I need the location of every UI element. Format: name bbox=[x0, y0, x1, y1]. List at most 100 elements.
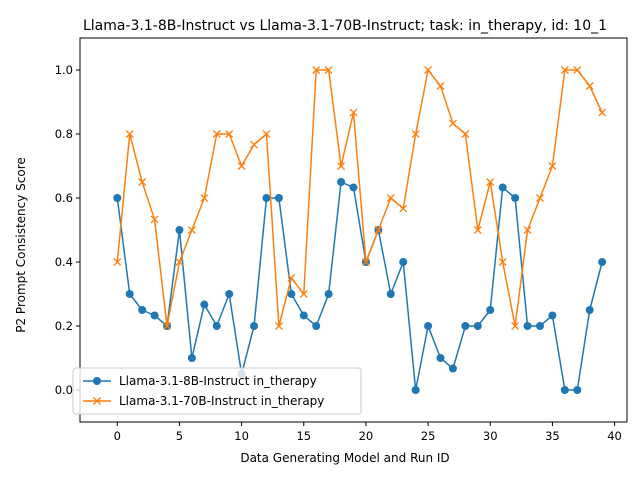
data-point bbox=[225, 130, 234, 138]
data-point bbox=[225, 290, 234, 298]
x-tick-label: 40 bbox=[607, 429, 622, 443]
data-point bbox=[262, 194, 271, 202]
data-point bbox=[448, 364, 457, 373]
data-point bbox=[187, 354, 196, 362]
data-point bbox=[424, 66, 433, 74]
x-axis-label: Data Generating Model and Run ID bbox=[240, 451, 449, 465]
data-point bbox=[250, 140, 259, 149]
data-point bbox=[560, 386, 569, 394]
data-point bbox=[548, 311, 557, 320]
legend-swatch-marker bbox=[93, 397, 101, 405]
data-point bbox=[411, 386, 420, 394]
legend-swatch-marker bbox=[93, 377, 101, 385]
data-point bbox=[523, 226, 532, 234]
data-point bbox=[573, 386, 582, 394]
data-point bbox=[299, 290, 308, 298]
data-point bbox=[312, 322, 321, 330]
data-point bbox=[374, 226, 383, 234]
y-tick-label: 0.8 bbox=[55, 127, 73, 141]
data-point bbox=[511, 194, 520, 202]
data-point bbox=[175, 258, 184, 266]
x-axis-ticks: 0 5 10 15 20 25 30 35 40 bbox=[114, 422, 622, 443]
data-point bbox=[536, 194, 544, 202]
data-point bbox=[250, 322, 259, 330]
series-layer bbox=[113, 66, 607, 394]
series-line-2 bbox=[116, 69, 603, 327]
y-axis-label: P2 Prompt Consistency Score bbox=[14, 157, 28, 333]
data-point bbox=[511, 322, 520, 330]
legend: Llama-3.1-8B-Instruct in_therapy Llama-3.… bbox=[72, 367, 362, 415]
data-point bbox=[324, 290, 333, 298]
series-line-1 bbox=[116, 181, 603, 391]
data-point bbox=[461, 130, 470, 138]
data-point bbox=[436, 82, 445, 90]
y-tick-label: 0.6 bbox=[55, 191, 73, 205]
data-point bbox=[262, 130, 271, 138]
legend-entry-label: Llama-3.1-8B-Instruct in_therapy bbox=[119, 374, 317, 388]
data-point bbox=[200, 300, 209, 309]
data-point bbox=[598, 258, 607, 266]
data-point bbox=[187, 226, 196, 234]
data-point bbox=[399, 258, 408, 266]
data-point bbox=[523, 322, 532, 330]
data-point bbox=[361, 258, 370, 266]
data-point bbox=[237, 162, 246, 170]
chart-title: Llama-3.1-8B-Instruct vs Llama-3.1-70B-I… bbox=[83, 18, 607, 34]
data-point bbox=[598, 108, 607, 117]
y-tick-label: 0.4 bbox=[55, 255, 73, 269]
data-point bbox=[200, 194, 209, 202]
data-point bbox=[212, 130, 221, 138]
data-point bbox=[436, 354, 445, 362]
x-tick-label: 25 bbox=[421, 429, 436, 443]
x-tick-label: 30 bbox=[483, 429, 498, 443]
data-point bbox=[498, 258, 507, 266]
data-point bbox=[312, 66, 321, 74]
y-tick-label: 1.0 bbox=[55, 63, 73, 77]
data-point bbox=[150, 215, 159, 224]
data-point bbox=[125, 130, 134, 138]
data-point bbox=[473, 226, 482, 234]
data-point bbox=[424, 322, 433, 330]
data-point bbox=[386, 194, 395, 202]
data-point bbox=[274, 194, 283, 202]
data-point bbox=[138, 178, 147, 186]
data-point bbox=[448, 119, 457, 128]
data-point bbox=[548, 162, 557, 170]
plot-area-frame bbox=[79, 37, 628, 423]
data-point bbox=[138, 306, 147, 314]
data-point bbox=[486, 306, 495, 314]
data-point bbox=[411, 130, 420, 138]
legend-box bbox=[72, 367, 362, 415]
data-point bbox=[299, 311, 308, 320]
x-tick-label: 15 bbox=[296, 429, 311, 443]
data-point bbox=[274, 322, 283, 330]
y-axis-ticks: 0.0 0.2 0.4 0.6 0.8 1.0 bbox=[55, 63, 80, 397]
data-point bbox=[585, 82, 594, 90]
data-point bbox=[337, 178, 346, 186]
data-point bbox=[212, 322, 221, 330]
data-point bbox=[150, 311, 159, 320]
data-point bbox=[560, 66, 569, 74]
data-point bbox=[399, 204, 408, 213]
data-point bbox=[287, 274, 296, 282]
legend-entry-label: Llama-3.1-70B-Instruct in_therapy bbox=[119, 394, 324, 408]
y-tick-label: 0.0 bbox=[55, 383, 73, 397]
data-point bbox=[498, 183, 507, 192]
data-point bbox=[125, 290, 134, 298]
data-point bbox=[324, 66, 333, 74]
x-tick-label: 10 bbox=[234, 429, 249, 443]
data-point bbox=[473, 322, 482, 330]
x-tick-label: 5 bbox=[176, 429, 183, 443]
x-tick-label: 20 bbox=[359, 429, 374, 443]
data-point bbox=[287, 290, 296, 298]
data-point bbox=[461, 322, 470, 330]
data-point bbox=[163, 322, 171, 330]
data-point bbox=[175, 226, 184, 234]
data-point bbox=[386, 290, 395, 298]
data-point bbox=[573, 66, 582, 74]
data-point bbox=[486, 178, 495, 186]
y-tick-label: 0.2 bbox=[55, 319, 73, 333]
data-point bbox=[535, 322, 544, 330]
data-point bbox=[337, 162, 346, 170]
